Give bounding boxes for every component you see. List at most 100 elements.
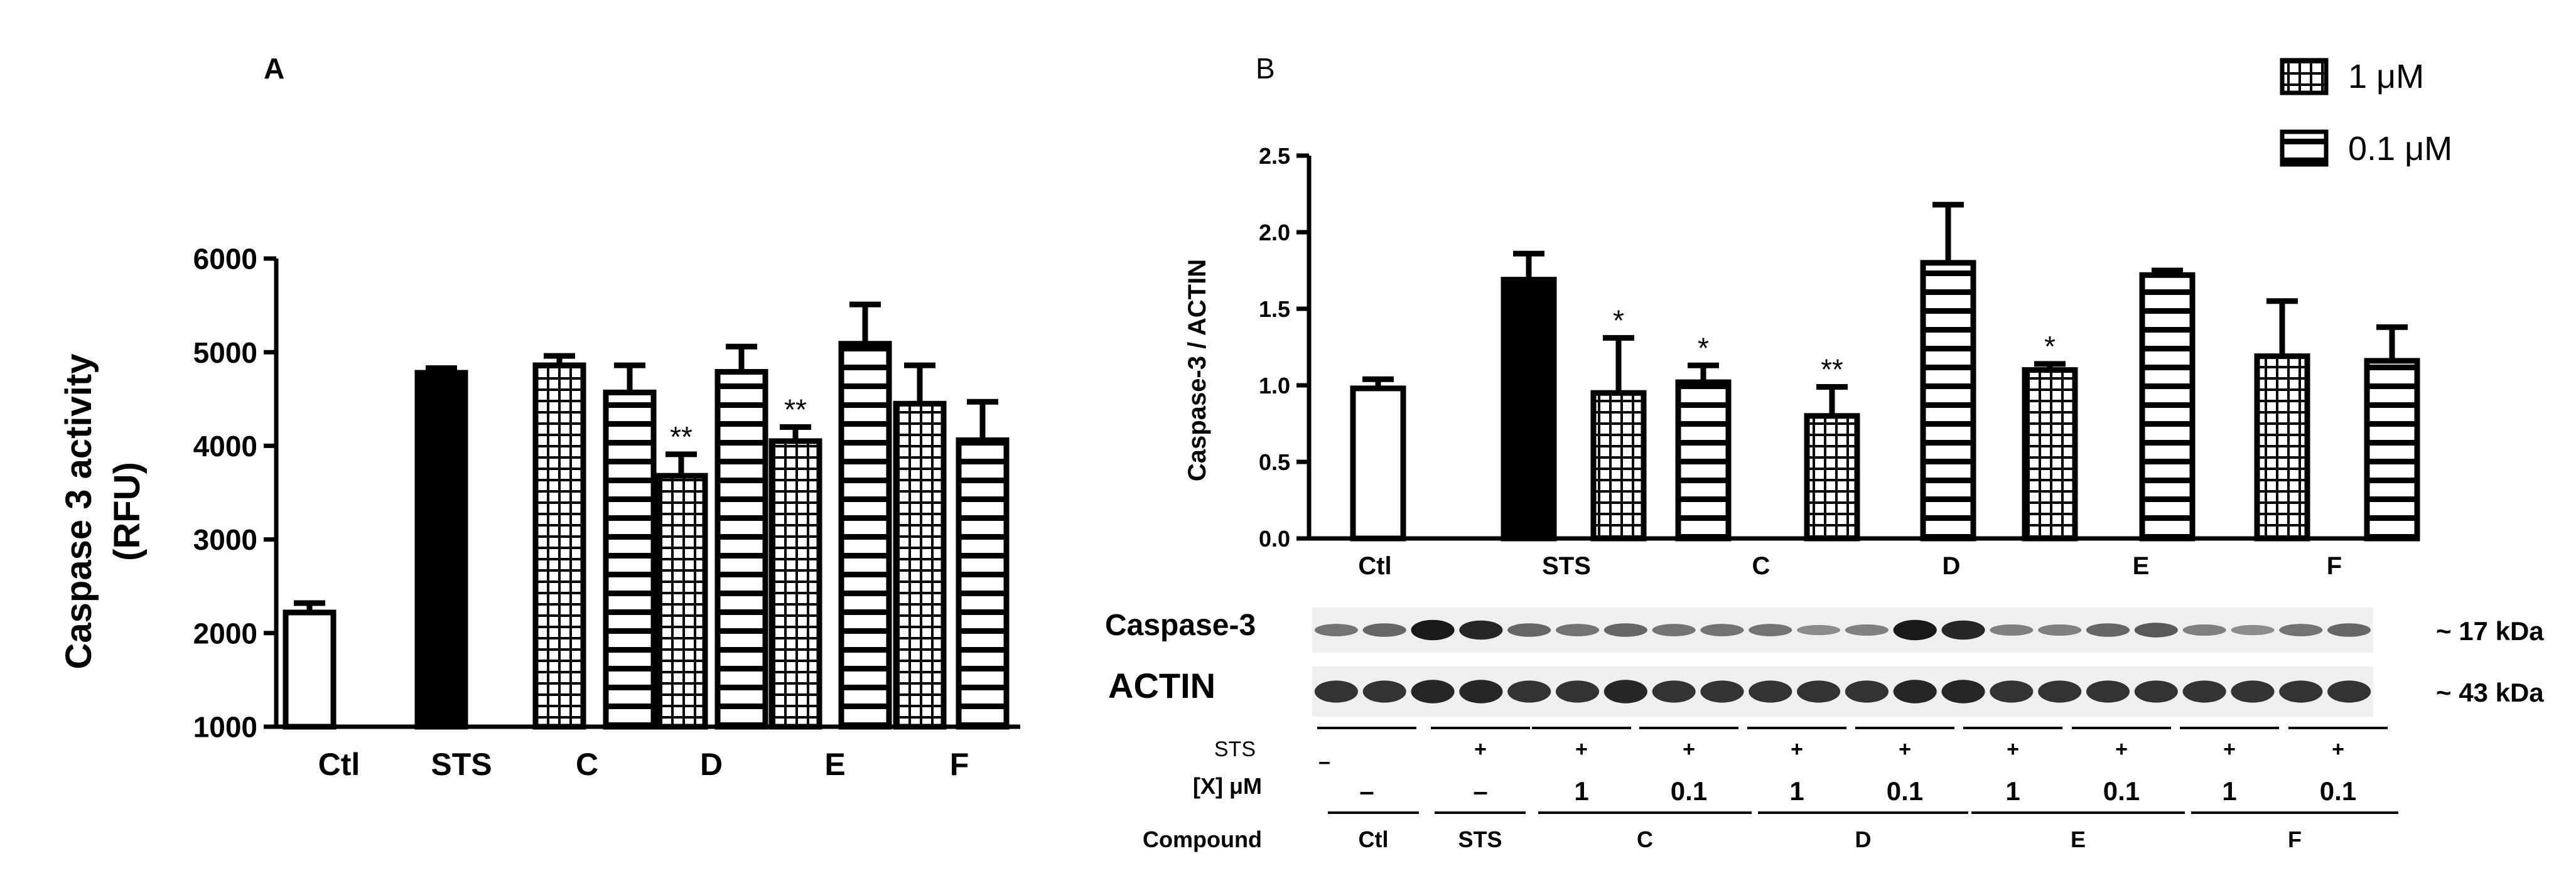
a-bar-ctl-white [283,609,337,730]
legend-label-0-1um: 0.1 μM [2348,130,2452,168]
legend-swatch-1um [2280,58,2329,95]
caspase-band [2327,623,2371,637]
panel-a-chart: A Caspase 3 activity (RFU) 1000 2000 3000 4… [58,52,1020,782]
blot-compound-label: Ctl [1359,826,1389,852]
actin-band [2231,680,2275,703]
western-blot: Caspase-3 ACTIN ~ 17 kDa ~ 43 kDa STS [X… [1105,607,2544,852]
a-category-label: E [824,747,845,782]
b-y-tick-label: 0.5 [1259,449,1290,475]
blot-conc-value: 0.1 [1671,776,1707,806]
b-bar-c-grid [1590,390,1647,542]
actin-band [2279,680,2323,703]
actin-band [1652,680,1696,703]
a-bar-f-hstripe [956,437,1010,730]
b-category-label: E [2133,552,2150,580]
caspase-band [2231,624,2275,636]
actin-band [2327,680,2371,703]
b-bar-d-hstripe [1920,260,1976,542]
caspase-band [1845,624,1889,636]
caspase-band [1700,624,1744,636]
blot-sts-mark: + [1683,737,1695,761]
a-bar-e-hstripe [838,341,892,730]
a-bar-e-grid [768,438,822,730]
caspase-band [2134,623,2178,638]
caspase-band [1749,624,1792,636]
actin-band [1990,680,2034,703]
blot-caspase-label: Caspase-3 [1105,609,1256,642]
blot-sts-mark: + [1791,737,1803,761]
b-bar-f-grid [2254,353,2310,542]
b-bar-sts-black [1501,277,1557,542]
blot-compound-label: STS [1458,826,1502,852]
a-category-label: Ctl [318,747,360,782]
b-significance-mark: * [1613,304,1624,336]
a-y-tick-label: 6000 [193,243,257,275]
blot-compound-label: F [2288,826,2302,852]
b-category-label: F [2327,552,2342,580]
b-bar-e-hstripe [2139,272,2196,542]
b-bar-e-grid [2022,367,2078,542]
blot-actin-label: ACTIN [1108,666,1215,705]
actin-band [1845,680,1889,703]
blot-conc-value: 0.1 [2103,776,2140,806]
blot-sts-mark: + [2007,737,2019,761]
blot-sts-row-label: STS [1214,737,1256,761]
a-bar-c-grid [532,362,586,730]
blot-sts-mark: + [1474,737,1487,761]
caspase-band [1411,619,1455,641]
legend: 1 μM 0.1 μM [2280,58,2452,168]
b-bar-ctl-white [1350,385,1406,542]
caspase-band [1314,624,1358,636]
actin-band [2182,680,2226,703]
blot-sts-mark: + [1575,737,1588,761]
actin-band [1555,680,1600,703]
caspase-band [1797,624,1841,636]
actin-band [1941,680,1985,703]
b-y-tick-label: 0.0 [1259,526,1290,552]
caspase-band [1603,623,1647,637]
actin-band [1411,680,1455,703]
caspase-band [2038,624,2082,636]
panel-a-ylabel-line1: Caspase 3 activity [58,354,99,670]
blot-compound-label: E [2071,826,2086,852]
caspase-band [1941,620,1985,640]
a-category-label: C [576,747,598,782]
b-significance-mark: * [2044,330,2056,363]
caspase-band [2279,624,2323,636]
actin-band [1603,680,1647,703]
blot-conc-value: 0.1 [2320,776,2356,806]
caspase-band [1362,623,1406,637]
caspase-band [1507,623,1551,637]
actin-band [1700,680,1744,703]
b-category-label: Ctl [1358,552,1391,580]
b-bar-f-hstripe [2364,358,2420,542]
a-bar-f-grid [893,400,947,730]
a-bar-d-hstripe [714,369,768,730]
a-y-tick-label: 2000 [193,617,257,650]
b-category-label: C [1752,552,1770,580]
b-y-tick-label: 1.0 [1259,373,1290,399]
blot-conc-value: 1 [2005,776,2020,806]
blot-conc-value: 0.1 [1887,776,1923,806]
blot-caspase-kda: ~ 17 kDa [2436,616,2544,646]
caspase-band [1652,624,1696,636]
b-category-label: D [1943,552,1961,580]
a-significance-mark: ** [784,393,807,426]
actin-band [1459,680,1503,703]
actin-band [2086,680,2130,703]
panel-b-y-axis-label: Caspase-3 / ACTIN [1183,259,1211,481]
blot-sts-mark: + [2223,737,2236,761]
b-significance-mark: ** [1821,353,1843,385]
panel-b-letter: B [1256,52,1275,85]
a-y-tick-label: 1000 [193,711,257,744]
blot-compound-label: D [1855,826,1872,852]
caspase-band [1555,624,1600,636]
blot-sts-mark: + [1899,737,1911,761]
b-significance-mark: * [1698,331,1709,364]
b-bar-d-grid [1804,413,1860,542]
blot-compound-label: C [1637,826,1653,852]
panel-a-letter: A [264,52,284,85]
actin-band [1797,680,1841,703]
blot-conc-value: – [1359,776,1374,806]
